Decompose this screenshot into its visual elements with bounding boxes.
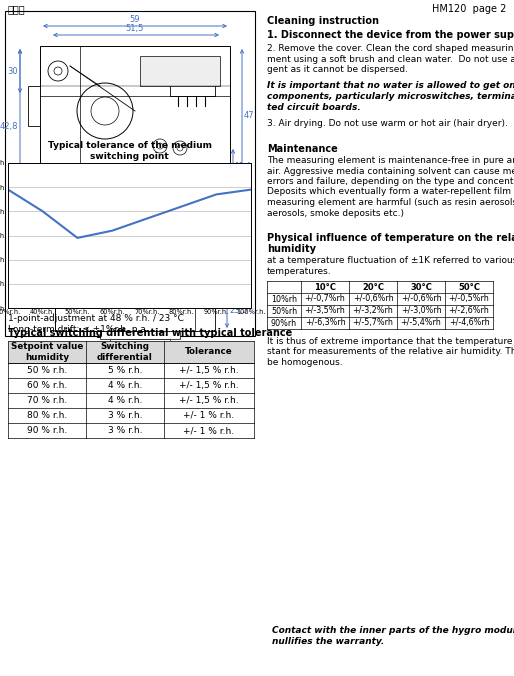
Text: HM120  page 2: HM120 page 2: [432, 4, 506, 14]
Text: 80 % r.h.: 80 % r.h.: [27, 411, 67, 420]
Text: nullifies the warranty.: nullifies the warranty.: [272, 637, 384, 646]
Text: at a temperature fluctuation of ±1K referred to various room: at a temperature fluctuation of ±1K refe…: [267, 256, 514, 265]
Text: +/-0,5%rh: +/-0,5%rh: [449, 295, 489, 304]
Text: +/-4,6%rh: +/-4,6%rh: [449, 318, 489, 327]
Text: temperatures.: temperatures.: [267, 266, 332, 276]
Text: 50%rh: 50%rh: [271, 306, 297, 316]
Text: +/-0,6%rh: +/-0,6%rh: [401, 295, 442, 304]
Text: 23,5: 23,5: [229, 306, 248, 316]
Text: Cleaning instruction: Cleaning instruction: [267, 16, 379, 26]
Text: 20°C: 20°C: [362, 283, 384, 291]
Bar: [140, 56, 220, 86]
Bar: [40, 46, 230, 186]
Text: 5 % r.h.: 5 % r.h.: [108, 366, 142, 375]
Text: measuring element are harmful (such as resin aerosols, lacquer: measuring element are harmful (such as r…: [267, 198, 514, 207]
Text: 30°C: 30°C: [410, 283, 432, 291]
Text: Typical switching differential with typical tolerance: Typical switching differential with typi…: [8, 328, 292, 338]
Text: +/- 1,5 % r.h.: +/- 1,5 % r.h.: [179, 396, 239, 405]
Text: +/- 1,5 % r.h.: +/- 1,5 % r.h.: [179, 366, 239, 375]
Text: +/-0,6%rh: +/-0,6%rh: [353, 295, 393, 304]
Text: +/-6,3%rh: +/-6,3%rh: [305, 318, 345, 327]
Text: 47: 47: [244, 112, 254, 120]
Circle shape: [153, 139, 167, 153]
Text: be homogenous.: be homogenous.: [267, 358, 343, 367]
Text: +/- 1 % r.h.: +/- 1 % r.h.: [183, 426, 234, 435]
Text: 50 % r.h.: 50 % r.h.: [27, 366, 67, 375]
Text: stant for measurements of the relative air humidity. The air must: stant for measurements of the relative a…: [267, 347, 514, 356]
Text: 90%rh: 90%rh: [271, 318, 297, 327]
Circle shape: [91, 97, 119, 125]
Text: 70 % r.h.: 70 % r.h.: [27, 396, 67, 405]
Text: 3 % r.h.: 3 % r.h.: [108, 411, 142, 420]
Circle shape: [157, 143, 163, 149]
Text: 42,8: 42,8: [0, 122, 18, 130]
Bar: [100, 331, 180, 339]
Text: +/-2,6%rh: +/-2,6%rh: [449, 306, 489, 316]
Bar: [28, 86, 40, 126]
Circle shape: [177, 145, 183, 151]
Text: 10°C: 10°C: [314, 283, 336, 291]
Text: +/-3,2%rh: +/-3,2%rh: [353, 306, 393, 316]
Text: 30: 30: [7, 66, 18, 76]
Text: +/-3,0%rh: +/-3,0%rh: [401, 306, 442, 316]
Text: +/-5,7%rh: +/-5,7%rh: [353, 318, 393, 327]
Text: 60 % r.h.: 60 % r.h.: [27, 381, 67, 390]
Text: 59: 59: [130, 15, 140, 24]
Text: 4 % r.h.: 4 % r.h.: [108, 381, 142, 390]
Text: Deposits which eventually form a water-repellent film over the: Deposits which eventually form a water-r…: [267, 187, 514, 197]
Text: 3 % r.h.: 3 % r.h.: [108, 426, 142, 435]
Text: The measuring element is maintenance-free in pure ambient: The measuring element is maintenance-fre…: [267, 156, 514, 165]
Text: 42: 42: [145, 204, 155, 213]
Text: +/-5,4%rh: +/-5,4%rh: [400, 318, 442, 327]
Text: Contact with the inner parts of the hygro modul HM120: Contact with the inner parts of the hygr…: [272, 626, 514, 635]
Text: +/-3,5%rh: +/-3,5%rh: [305, 306, 345, 316]
Text: 50°C: 50°C: [458, 283, 480, 291]
Title: Typical tolerance of the medium
switching point: Typical tolerance of the medium switchin…: [47, 141, 211, 161]
Text: 2. Remove the cover. Clean the cord shaped measuring ele-: 2. Remove the cover. Clean the cord shap…: [267, 44, 514, 53]
Bar: [195, 283, 215, 331]
Text: Switching
differential: Switching differential: [97, 342, 153, 362]
Bar: [65, 291, 95, 301]
Text: humidity: humidity: [267, 243, 316, 254]
Text: Maintenance: Maintenance: [267, 143, 338, 153]
Text: Tolerance: Tolerance: [185, 347, 233, 356]
Text: 13: 13: [146, 195, 157, 204]
Text: aerosols, smoke deposits etc.): aerosols, smoke deposits etc.): [267, 208, 404, 218]
Text: 11,4: 11,4: [234, 162, 251, 170]
Text: 4 % r.h.: 4 % r.h.: [108, 396, 142, 405]
Text: Physical influence of temperature on the relative air: Physical influence of temperature on the…: [267, 233, 514, 243]
Text: gent as it cannot be dispersed.: gent as it cannot be dispersed.: [267, 65, 408, 74]
Text: Long-term drift: ≤ ±1%r.h. p.a.: Long-term drift: ≤ ±1%r.h. p.a.: [8, 325, 149, 334]
Circle shape: [77, 83, 133, 139]
Text: 1. Disconnect the device from the power supply: 1. Disconnect the device from the power …: [267, 30, 514, 40]
Text: ted circuit boards.: ted circuit boards.: [267, 103, 361, 112]
Text: ment using a soft brush and clean water.  Do not use a deter-: ment using a soft brush and clean water.…: [267, 55, 514, 64]
Text: +/- 1 % r.h.: +/- 1 % r.h.: [183, 411, 234, 420]
Text: air. Aggressive media containing solvent can cause measuring: air. Aggressive media containing solvent…: [267, 166, 514, 176]
Text: components, particularly microswitches, terminals or prin-: components, particularly microswitches, …: [267, 92, 514, 101]
Circle shape: [173, 141, 187, 155]
Circle shape: [54, 67, 62, 75]
Bar: [110, 339, 170, 346]
Text: errors and failure, depending on the type and concentration.: errors and failure, depending on the typ…: [267, 177, 514, 186]
Text: +/-0,7%rh: +/-0,7%rh: [305, 295, 345, 304]
Text: It is important that no water is allowed to get onto the other: It is important that no water is allowed…: [267, 82, 514, 91]
Bar: [55, 301, 215, 331]
Text: 接线图: 接线图: [8, 4, 26, 14]
Text: +/- 1,5 % r.h.: +/- 1,5 % r.h.: [179, 381, 239, 390]
Text: 3. Air drying. Do not use warm or hot air (hair dryer).: 3. Air drying. Do not use warm or hot ai…: [267, 119, 508, 128]
Bar: [170, 68, 215, 96]
Bar: [8, 341, 254, 363]
Text: 10%rh: 10%rh: [271, 295, 297, 304]
Text: 90 % r.h.: 90 % r.h.: [27, 426, 67, 435]
Text: 51,5: 51,5: [126, 24, 144, 33]
Text: 1-point-adjustment at 48 % r.h. / 23 °C: 1-point-adjustment at 48 % r.h. / 23 °C: [8, 314, 184, 323]
Bar: [5, 11, 255, 336]
Text: It is thus of extreme importance that the temperature is con-: It is thus of extreme importance that th…: [267, 337, 514, 346]
Circle shape: [48, 61, 68, 81]
Text: Setpoint value
humidity: Setpoint value humidity: [11, 342, 83, 362]
